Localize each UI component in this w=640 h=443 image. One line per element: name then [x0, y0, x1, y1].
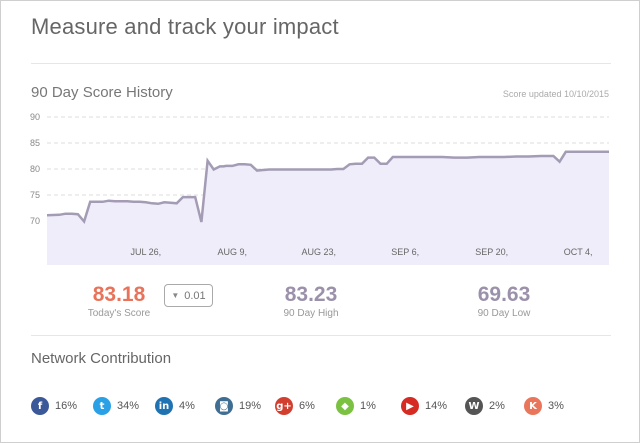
network-item-twitter[interactable]: t 34% — [93, 397, 139, 415]
high-score-value: 83.23 — [284, 283, 338, 306]
x-tick-label: OCT 4, — [564, 247, 593, 257]
score-change-value: 0.01 — [184, 289, 206, 302]
score-line — [46, 150, 609, 225]
network-percent: 3% — [548, 400, 564, 412]
facebook-icon: f — [31, 397, 49, 415]
network-item-googleplus[interactable]: g+ 6% — [275, 397, 315, 415]
twitter-icon: t — [93, 397, 111, 415]
low-score-value: 69.63 — [477, 283, 531, 306]
klout-icon: K — [524, 397, 542, 415]
network-item-facebook[interactable]: f 16% — [31, 397, 77, 415]
network-percent: 14% — [425, 400, 448, 412]
x-tick-label: AUG 9, — [218, 247, 248, 257]
score-updated-text: Score updated 10/10/2015 — [502, 89, 609, 99]
today-score-value: 83.18 — [92, 283, 146, 306]
y-tick-label: 70 — [30, 216, 40, 226]
network-percent: 1% — [360, 400, 376, 412]
score-area — [47, 151, 609, 265]
score-change-badge: ▼ 0.01 — [164, 284, 213, 307]
x-tick-label: SEP 6, — [391, 247, 419, 257]
ninety-day-high: 83.23 90 Day High — [280, 283, 342, 319]
divider — [31, 335, 611, 336]
network-item-wordpress[interactable]: W 2% — [465, 397, 505, 415]
x-tick-label: SEP 20, — [475, 247, 508, 257]
network-percent: 6% — [299, 400, 315, 412]
network-percent: 4% — [179, 400, 195, 412]
page-title: Measure and track your impact — [31, 14, 339, 39]
wordpress-icon: W — [465, 397, 483, 415]
x-tick-label: AUG 23, — [301, 247, 336, 257]
ninety-day-low: 69.63 90 Day Low — [472, 283, 536, 319]
today-score: 83.18 Today's Score — [86, 283, 152, 319]
youtube-icon: ▶ — [401, 397, 419, 415]
network-item-instagram[interactable]: ◙ 19% — [215, 397, 261, 415]
high-score-label: 90 Day High — [283, 308, 339, 319]
score-history-chart: 90 85 80 75 70 JUL 26, AUG 9, AUG 23, SEP 6, SEP… — [30, 112, 609, 265]
y-tick-label: 90 — [30, 112, 40, 122]
y-tick-label: 85 — [30, 138, 40, 148]
chart-title: 90 Day Score History — [31, 84, 173, 101]
feedly-icon: ◆ — [336, 397, 354, 415]
network-item-feedly[interactable]: ◆ 1% — [336, 397, 376, 415]
network-contribution-title: Network Contribution — [31, 350, 172, 367]
network-percent: 2% — [489, 400, 505, 412]
google-plus-icon: g+ — [275, 397, 293, 415]
network-percent: 16% — [55, 400, 78, 412]
network-percent: 34% — [117, 400, 140, 412]
y-tick-label: 75 — [30, 190, 40, 200]
down-arrow-icon: ▼ — [171, 291, 180, 300]
x-tick-label: JUL 26, — [130, 247, 161, 257]
network-percent: 19% — [239, 400, 262, 412]
network-item-linkedin[interactable]: in 4% — [155, 397, 195, 415]
linkedin-icon: in — [155, 397, 173, 415]
divider — [31, 63, 611, 64]
y-tick-label: 80 — [30, 164, 40, 174]
today-score-label: Today's Score — [87, 308, 151, 319]
low-score-label: 90 Day Low — [477, 308, 531, 319]
network-item-klout[interactable]: K 3% — [524, 397, 564, 415]
instagram-icon: ◙ — [215, 397, 233, 415]
network-item-youtube[interactable]: ▶ 14% — [401, 397, 447, 415]
network-contribution-list: f 16% t 34% in 4% ◙ 19% g+ 6% ◆ 1% ▶ 14% W 2% K 3% — [31, 397, 631, 417]
